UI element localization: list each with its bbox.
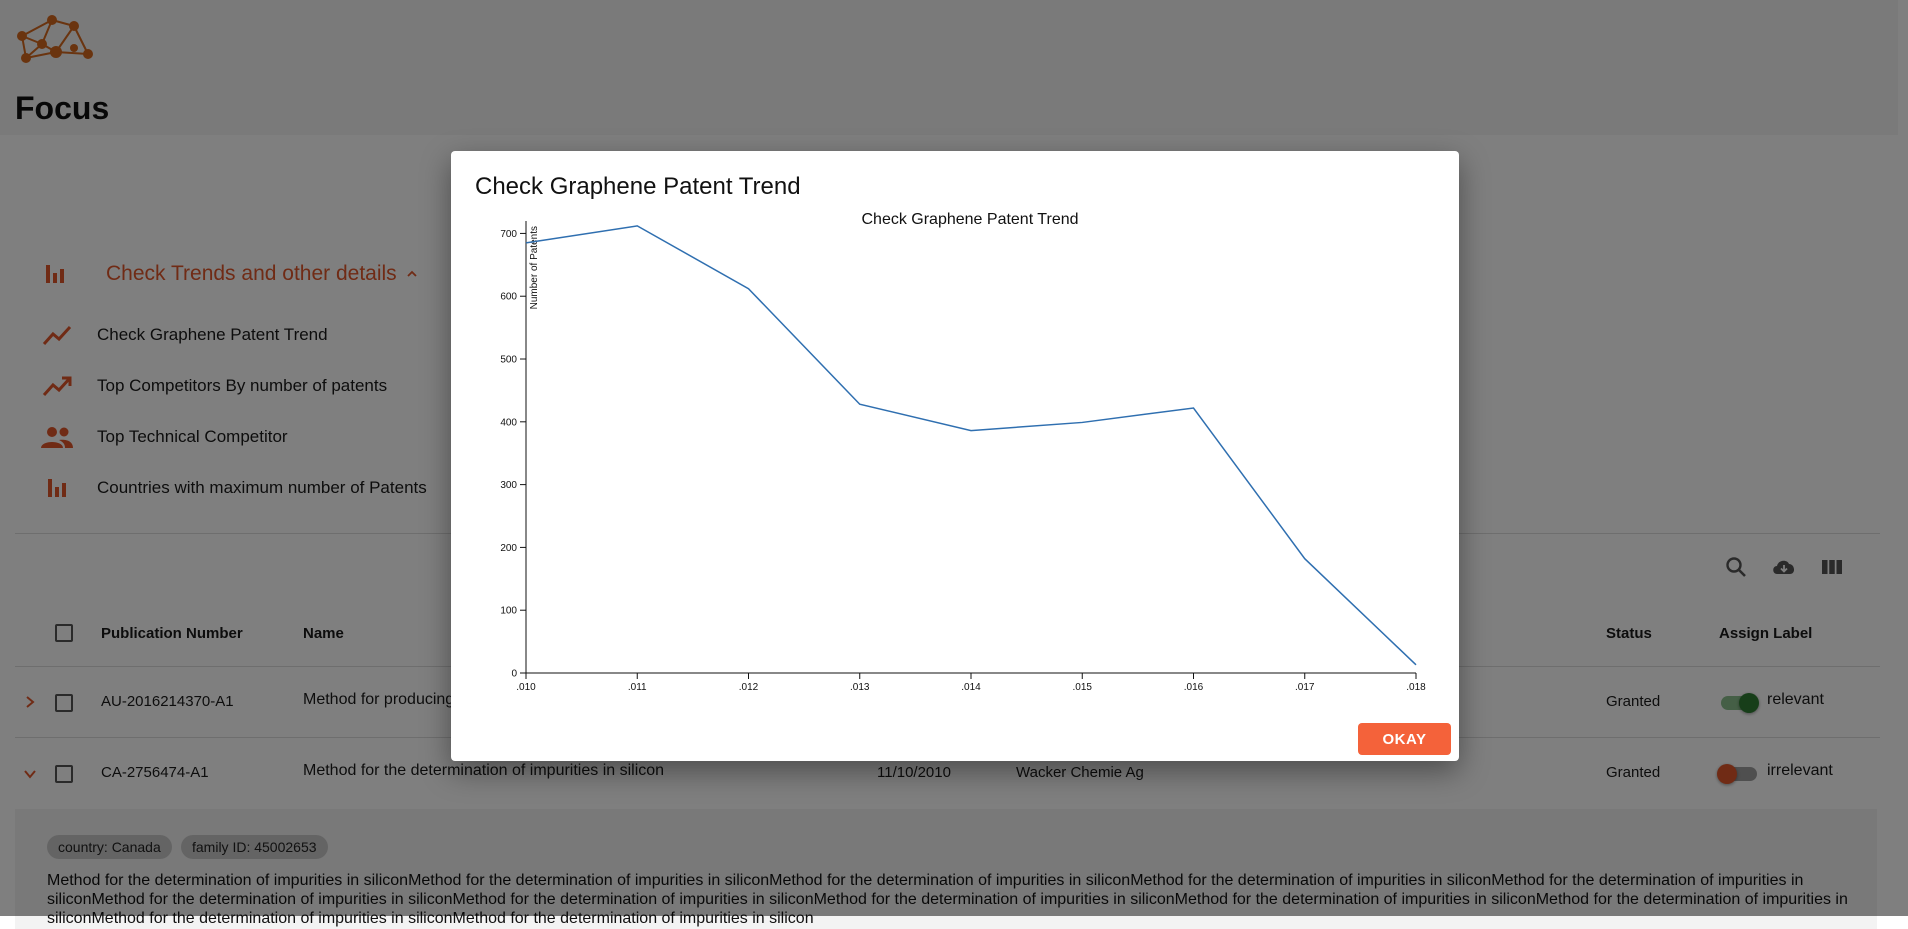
trend-series-line <box>525 225 1417 666</box>
y-tick-label: 500 <box>500 355 517 366</box>
x-tick-label: .015 <box>1073 682 1093 693</box>
x-tick-label: .017 <box>1295 682 1315 693</box>
x-tick-label: .013 <box>850 682 870 693</box>
okay-button[interactable]: OKAY <box>1358 723 1451 755</box>
chart-dialog: Check Graphene Patent Trend Check Graphe… <box>451 151 1459 761</box>
dialog-title: Check Graphene Patent Trend <box>475 173 801 200</box>
x-tick-label: .012 <box>739 682 759 693</box>
y-tick-label: 300 <box>500 480 517 491</box>
x-tick-label: .011 <box>628 682 647 693</box>
x-tick-label: .010 <box>516 682 536 693</box>
y-tick-label: 100 <box>500 606 517 617</box>
y-axis-label: Number of Patents <box>529 226 540 309</box>
y-tick-label: 0 <box>511 669 517 680</box>
y-tick-label: 200 <box>500 543 517 554</box>
patent-trend-chart: Check Graphene Patent Trend Number of Pa… <box>500 211 1426 693</box>
y-tick-label: 400 <box>500 417 517 428</box>
x-tick-label: .016 <box>1184 682 1204 693</box>
y-tick-label: 600 <box>500 292 517 303</box>
x-tick-label: .014 <box>961 682 981 693</box>
chart-title: Check Graphene Patent Trend <box>861 211 1078 228</box>
x-tick-label: .018 <box>1406 682 1426 693</box>
y-tick-label: 700 <box>500 229 517 240</box>
